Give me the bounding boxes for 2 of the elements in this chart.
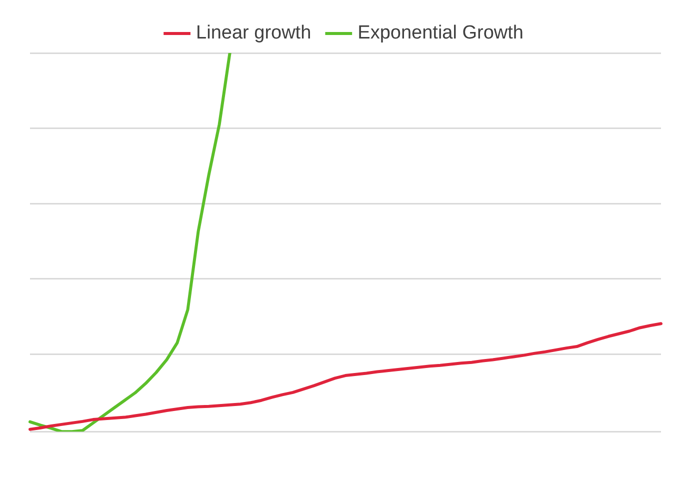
legend-label: Linear growth	[196, 22, 312, 44]
legend-label: Exponential Growth	[358, 22, 524, 44]
